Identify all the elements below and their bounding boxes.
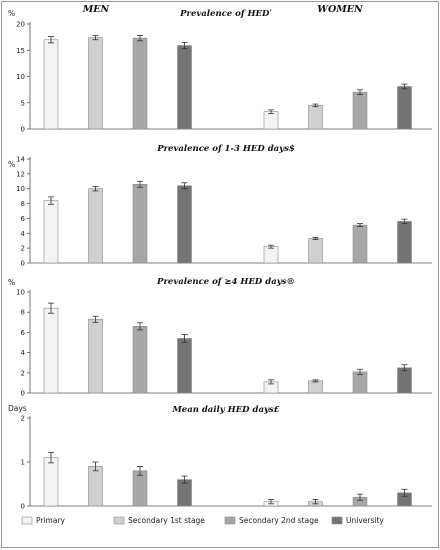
bar-men-1 — [43, 457, 59, 507]
group-label-women: WOMEN — [317, 4, 363, 15]
y-tick-label: 0 — [21, 260, 25, 268]
y-tick-label: 8 — [21, 200, 25, 208]
bar-men-3 — [132, 326, 148, 394]
bar-men-2 — [88, 318, 103, 394]
bar-men-1 — [43, 200, 59, 264]
bar-men-3 — [132, 37, 148, 130]
y-tick-label: 2 — [21, 415, 25, 423]
panel-title: Prevalence of HEDʹ — [179, 8, 272, 19]
legend: Primary Secondary 1st stage Secondary 2nd … — [21, 516, 384, 525]
y-tick-label: 10 — [16, 73, 25, 81]
panel-title: Mean daily HED days£ — [171, 405, 279, 415]
y-tick-label: 12 — [16, 170, 25, 178]
y-tick-label: 6 — [21, 215, 26, 223]
y-tick-label: 10 — [16, 185, 25, 193]
chart-panel-4: 0 1 2 Days Mean daily HED days£ — [8, 404, 432, 511]
y-tick-label: 4 — [21, 230, 26, 238]
y-tick-label: 4 — [21, 349, 26, 357]
y-tick-label: 2 — [21, 245, 25, 253]
y-tick-label: 15 — [16, 47, 25, 55]
bar-women-3 — [352, 224, 368, 264]
bar-men-4 — [177, 479, 192, 507]
bar-women-4 — [397, 221, 412, 264]
bar-women-2 — [308, 105, 323, 130]
bar-men-4 — [177, 338, 192, 394]
legend-swatch-4 — [331, 516, 343, 525]
y-unit-label: Days — [8, 404, 27, 413]
legend-label-2: Secondary 1st stage — [128, 516, 205, 525]
chart-panel-2: 0 2 4 6 8 10 12 14% Prevalence of 1-3 HED days$ — [8, 144, 432, 268]
bar-women-1 — [263, 111, 279, 130]
legend-label-4: University — [346, 516, 384, 525]
legend-label-3: Secondary 2nd stage — [239, 516, 319, 525]
y-tick-label: 6 — [21, 329, 26, 337]
group-label-men: MEN — [82, 4, 110, 15]
bar-women-2 — [308, 238, 323, 264]
y-tick-label: 8 — [21, 309, 25, 317]
y-tick-label: 0 — [21, 503, 25, 511]
bar-men-4 — [177, 185, 192, 264]
y-tick-label: 10 — [16, 289, 25, 297]
y-tick-label: 14 — [16, 156, 25, 164]
bar-women-4 — [397, 86, 412, 130]
bar-men-1 — [43, 39, 59, 130]
y-unit-label: % — [8, 278, 15, 287]
legend-swatch-3 — [224, 516, 236, 525]
bar-men-2 — [88, 466, 103, 507]
chart-panel-1: 0 5 10 15 20% Prevalence of HEDʹ MEN WOMEN — [8, 4, 432, 134]
bar-men-4 — [177, 45, 192, 130]
bar-men-2 — [88, 37, 103, 130]
legend-swatch-2 — [113, 516, 125, 525]
y-unit-label: % — [8, 9, 15, 18]
y-tick-label: 2 — [21, 369, 25, 377]
panel-title: Prevalence of ≥4 HED days® — [156, 277, 295, 287]
bar-women-1 — [263, 246, 279, 264]
bar-women-3 — [352, 371, 368, 394]
bar-women-4 — [397, 367, 412, 394]
bar-women-3 — [352, 91, 368, 130]
y-tick-label: 20 — [16, 21, 25, 29]
bar-men-1 — [43, 307, 59, 394]
bar-men-2 — [88, 188, 103, 264]
y-tick-label: 1 — [21, 459, 25, 467]
bar-men-3 — [132, 183, 148, 264]
panel-title: Prevalence of 1-3 HED days$ — [156, 144, 295, 154]
y-unit-label: % — [8, 160, 15, 169]
y-tick-label: 5 — [21, 99, 25, 107]
y-tick-label: 0 — [21, 126, 25, 134]
legend-label-1: Primary — [36, 516, 66, 525]
bar-men-3 — [132, 470, 148, 507]
y-tick-label: 0 — [21, 390, 25, 398]
chart-panel-3: 0 2 4 6 8 10% Prevalence of ≥4 HED days® — [8, 277, 432, 398]
legend-swatch-1 — [21, 516, 33, 525]
bar-women-2 — [308, 380, 323, 394]
